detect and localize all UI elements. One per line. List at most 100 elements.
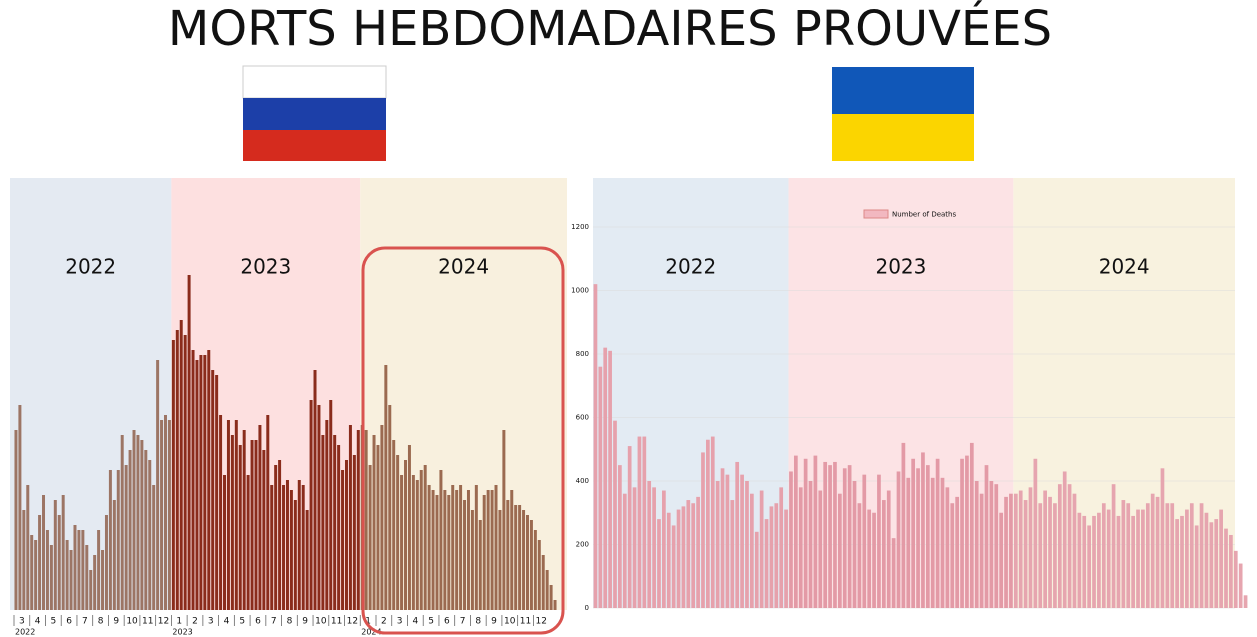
bar xyxy=(498,510,502,610)
x-tick-label: 5 xyxy=(239,617,245,627)
bar xyxy=(274,465,278,610)
bar xyxy=(325,420,329,610)
bar xyxy=(691,503,696,608)
bar xyxy=(896,471,901,608)
bar xyxy=(671,525,676,608)
bar xyxy=(451,485,455,610)
bar xyxy=(994,484,999,608)
bar xyxy=(120,435,124,610)
bar xyxy=(463,500,467,610)
bar xyxy=(341,470,345,610)
bar xyxy=(1150,493,1155,608)
x-tick-label: 8 xyxy=(475,617,481,627)
bar xyxy=(171,340,175,610)
x-tick-label: 11 xyxy=(520,617,531,627)
y-tick-label: 200 xyxy=(576,541,589,549)
bar xyxy=(960,458,964,608)
bar xyxy=(22,510,26,610)
bar xyxy=(238,445,242,610)
bar xyxy=(1229,534,1233,608)
bar xyxy=(793,455,798,608)
x-tick-label: 10 xyxy=(315,617,327,627)
x-tick-label: 3 xyxy=(19,617,25,627)
bar xyxy=(1131,515,1135,608)
bar xyxy=(301,485,305,610)
bar xyxy=(85,545,89,610)
y-tick-label: 0 xyxy=(585,604,589,612)
bar xyxy=(627,446,632,608)
bar xyxy=(715,481,720,608)
bar xyxy=(234,420,238,610)
bar xyxy=(372,435,376,610)
bar xyxy=(906,477,911,608)
bar xyxy=(637,436,642,608)
bar xyxy=(144,450,148,610)
bar xyxy=(26,485,30,610)
bar xyxy=(549,585,553,610)
bar xyxy=(701,452,705,608)
bar xyxy=(1155,496,1160,608)
bar xyxy=(1180,515,1184,608)
bar xyxy=(1082,515,1087,608)
bar xyxy=(435,495,439,610)
bar xyxy=(1214,519,1219,608)
bar xyxy=(808,481,813,608)
bar xyxy=(407,445,411,610)
bar xyxy=(175,330,179,610)
bar xyxy=(219,415,223,610)
bar xyxy=(282,485,286,610)
bar xyxy=(1057,484,1062,608)
bar xyxy=(203,355,207,610)
bar xyxy=(93,555,97,610)
x-tick-label: 2 xyxy=(192,617,198,627)
bar xyxy=(921,452,925,608)
x-year-label: 2024 xyxy=(361,628,381,637)
bar xyxy=(49,545,53,610)
bar xyxy=(541,555,545,610)
bar xyxy=(376,445,380,610)
x-tick-label: 12 xyxy=(158,617,169,627)
bar xyxy=(916,468,920,608)
bar xyxy=(494,485,498,610)
bar xyxy=(1189,503,1194,608)
x-tick-label: 6 xyxy=(66,617,72,627)
x-tick-label: 8 xyxy=(98,617,104,627)
bar xyxy=(207,350,211,610)
bar xyxy=(764,519,769,608)
bar xyxy=(735,461,740,608)
bar xyxy=(1033,458,1038,608)
bar xyxy=(262,450,266,610)
bar xyxy=(270,485,274,610)
bar xyxy=(730,500,735,608)
legend-swatch xyxy=(863,209,889,219)
bar xyxy=(979,493,984,608)
x-tick-label: 11 xyxy=(142,617,153,627)
bar xyxy=(187,275,191,610)
bar xyxy=(419,470,423,610)
bar xyxy=(891,538,896,608)
bar xyxy=(183,335,187,610)
flag-ukraine xyxy=(832,67,974,161)
bar xyxy=(112,500,116,610)
flag-russia xyxy=(242,65,387,161)
x-tick-label: 11 xyxy=(331,617,342,627)
bar xyxy=(1097,512,1101,608)
bar xyxy=(632,487,637,608)
bar xyxy=(486,490,490,610)
x-tick-label: 2 xyxy=(381,617,387,627)
bar xyxy=(136,435,140,610)
bar xyxy=(423,465,427,610)
x-tick-label: 9 xyxy=(302,617,308,627)
bar xyxy=(108,470,112,610)
bar xyxy=(124,465,128,610)
y-tick-label: 1200 xyxy=(571,223,589,231)
bar xyxy=(317,405,321,610)
bar xyxy=(1092,515,1096,608)
bar xyxy=(1185,509,1189,608)
x-tick-label: 4 xyxy=(224,617,230,627)
bar xyxy=(1243,595,1248,608)
bar xyxy=(38,515,42,610)
bar xyxy=(132,430,136,610)
x-tick-label: 12 xyxy=(536,617,547,627)
bar xyxy=(522,510,526,610)
